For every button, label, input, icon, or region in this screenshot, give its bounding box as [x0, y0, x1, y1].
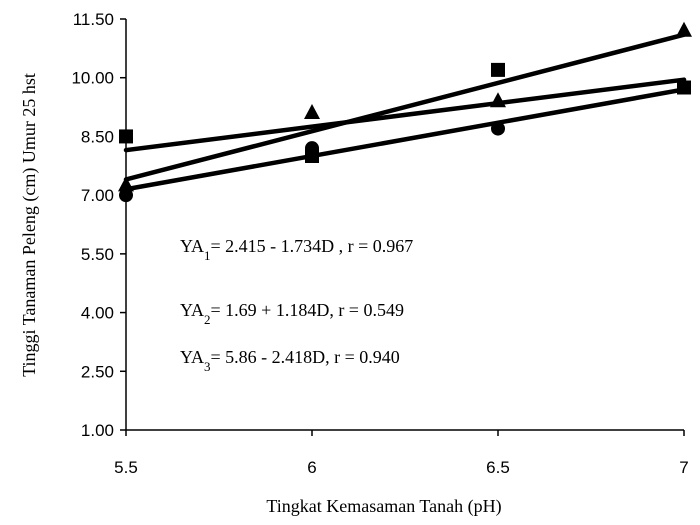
y-tick-label: 4.00: [81, 304, 114, 323]
x-tick-label: 6: [307, 458, 316, 477]
equation-3: YA3= 5.86 - 2.418D, r = 0.940: [180, 347, 400, 374]
y-tick-label: 10.00: [71, 69, 114, 88]
y-tick-label: 7.00: [81, 186, 114, 205]
circle-marker: [491, 121, 505, 136]
triangle-marker: [304, 103, 320, 119]
ticks: 1.00 2.50 4.00 5.50 7.00 8.50 10.00 11.50 5.5 6 6.…: [71, 10, 688, 477]
y-tick-label: 11.50: [73, 10, 114, 29]
x-axis-title: Tingkat Kemasaman Tanah (pH): [266, 496, 501, 517]
equation-annotations: YA1= 2.415 - 1.734D , r = 0.967 YA2= 1.69…: [180, 236, 413, 374]
data-markers: [118, 21, 692, 203]
trend-line-square: [123, 77, 687, 153]
circle-marker: [119, 188, 133, 203]
square-marker: [491, 62, 505, 77]
equation-2: YA2= 1.69 + 1.184D, r = 0.549: [180, 300, 404, 327]
triangle-marker: [490, 92, 506, 108]
circle-marker: [677, 80, 691, 95]
trend-lines: [123, 32, 687, 192]
trend-line-triangle: [123, 32, 687, 182]
y-tick-label: 1.00: [81, 421, 114, 440]
square-marker: [119, 129, 133, 144]
x-tick-label: 5.5: [114, 458, 138, 477]
y-tick-label: 8.50: [81, 127, 114, 146]
y-tick-label: 2.50: [81, 362, 114, 381]
circle-marker: [305, 141, 319, 156]
triangle-marker: [118, 176, 134, 192]
x-tick-label: 6.5: [486, 458, 510, 477]
y-tick-label: 5.50: [81, 245, 114, 264]
x-tick-label: 7: [679, 458, 688, 477]
axes: [125, 19, 684, 431]
y-axis-title: Tinggi Tanaman Peleng (cm) Umur 25 hst: [19, 73, 40, 377]
trend-line-circle: [123, 87, 687, 192]
equation-1: YA1= 2.415 - 1.734D , r = 0.967: [180, 236, 413, 263]
triangle-marker: [676, 21, 692, 37]
